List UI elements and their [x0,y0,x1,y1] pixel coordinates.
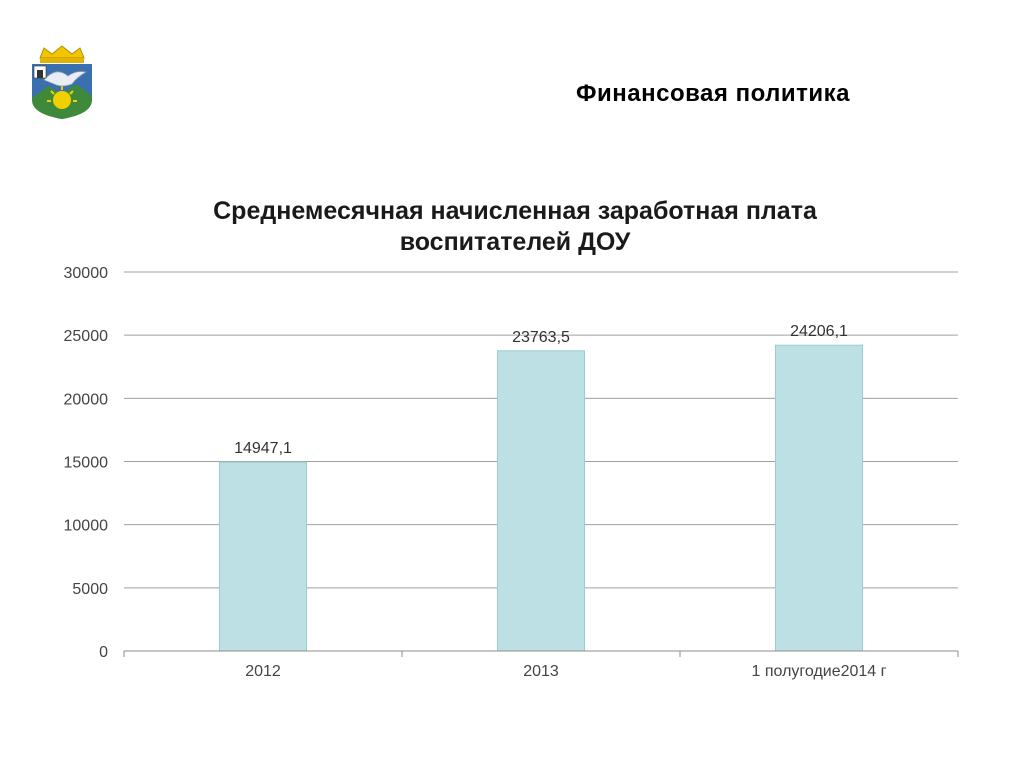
x-tick-label: 2013 [523,663,559,680]
chart-title-line-1: Среднемесячная начисленная заработная пл… [213,197,817,225]
y-tick-label: 25000 [64,328,109,345]
y-tick-label: 10000 [64,518,109,535]
data-label: 23763,5 [512,329,570,346]
y-tick-label: 5000 [72,581,108,598]
y-tick-label: 15000 [64,455,109,472]
chart-title: Среднемесячная начисленная заработная пл… [120,196,910,258]
x-tick-label: 1 полугодие2014 г [752,663,887,680]
page-title: Финансовая политика [576,80,850,107]
x-tick-label: 2012 [245,663,281,680]
y-tick-label: 0 [99,644,108,661]
bar [219,461,307,652]
data-label: 14947,1 [234,440,292,457]
bar [497,350,585,652]
y-tick-label: 30000 [64,265,109,282]
y-tick-label: 20000 [64,391,109,408]
chart-title-line-2: воспитателей ДОУ [399,228,631,256]
data-label: 24206,1 [790,323,848,340]
bar [775,344,863,652]
coat-of-arms-icon [32,45,92,119]
